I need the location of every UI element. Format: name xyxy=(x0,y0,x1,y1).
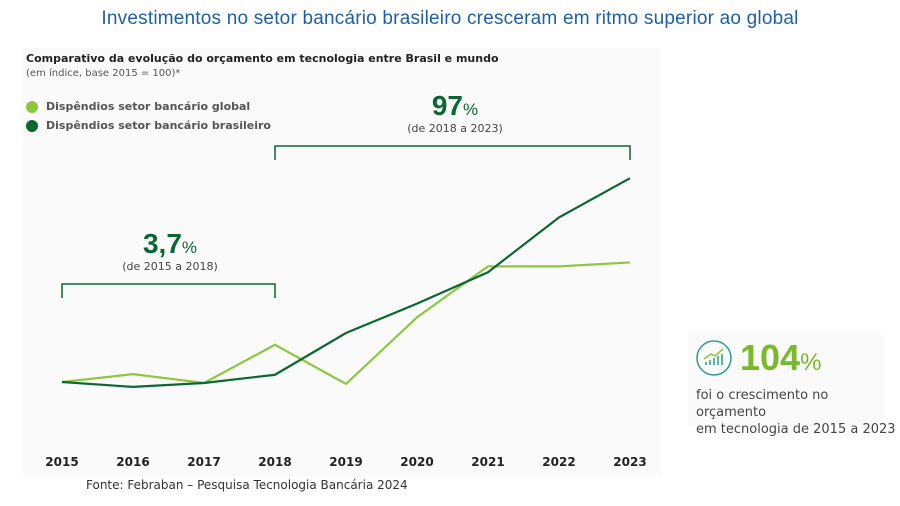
highlight-line-1: foi o crescimento no orçamento xyxy=(696,388,829,420)
x-tick-label: 2021 xyxy=(471,455,504,469)
x-tick-label: 2023 xyxy=(613,455,646,469)
annotation-bracket xyxy=(274,145,631,160)
x-tick-label: 2015 xyxy=(45,455,78,469)
x-tick-label: 2017 xyxy=(187,455,220,469)
series-line-brasil xyxy=(61,177,631,389)
highlight-value: 104% xyxy=(740,337,821,379)
series-line-global xyxy=(61,261,631,386)
annotation-2015-2018: 3,7% (de 2015 a 2018) xyxy=(100,228,240,273)
chart-title: Comparativo da evolução do orçamento em … xyxy=(26,52,499,65)
highlight-unit: % xyxy=(800,349,822,376)
x-tick-label: 2016 xyxy=(116,455,149,469)
legend-item-brasil: Dispêndios setor bancário brasileiro xyxy=(26,119,271,132)
chart-panel xyxy=(22,48,662,476)
highlight-number: 104 xyxy=(740,337,801,378)
legend-dot-icon xyxy=(26,100,38,113)
legend-label: Dispêndios setor bancário global xyxy=(46,100,251,113)
annotation-2018-2023: 97% (de 2018 a 2023) xyxy=(385,90,525,135)
growth-chart-icon xyxy=(696,340,732,376)
annotation-unit: % xyxy=(181,238,198,257)
legend-item-global: Dispêndios setor bancário global xyxy=(26,100,250,113)
highlight-description: foi o crescimento no orçamento em tecnolo… xyxy=(696,387,900,438)
annotation-unit: % xyxy=(463,100,479,119)
x-tick-label: 2019 xyxy=(329,455,362,469)
legend-label: Dispêndios setor bancário brasileiro xyxy=(46,119,271,132)
x-tick-label: 2022 xyxy=(542,455,575,469)
source-note: Fonte: Febraban – Pesquisa Tecnologia Ba… xyxy=(86,478,408,492)
annotation-label: (de 2018 a 2023) xyxy=(407,122,503,135)
x-tick-label: 2020 xyxy=(400,455,433,469)
chart-subtitle: (em índice, base 2015 = 100)* xyxy=(26,68,181,79)
annotation-value: 97 xyxy=(431,90,464,121)
x-tick-label: 2018 xyxy=(258,455,291,469)
highlight-box xyxy=(688,332,884,426)
annotation-label: (de 2015 a 2018) xyxy=(122,260,218,273)
annotation-bracket xyxy=(61,283,276,298)
legend-dot-icon xyxy=(26,119,38,132)
annotation-value: 3,7 xyxy=(142,228,182,259)
highlight-line-2: em tecnologia de 2015 a 2023 xyxy=(696,422,896,437)
page-title: Investimentos no setor bancário brasilei… xyxy=(101,8,799,29)
